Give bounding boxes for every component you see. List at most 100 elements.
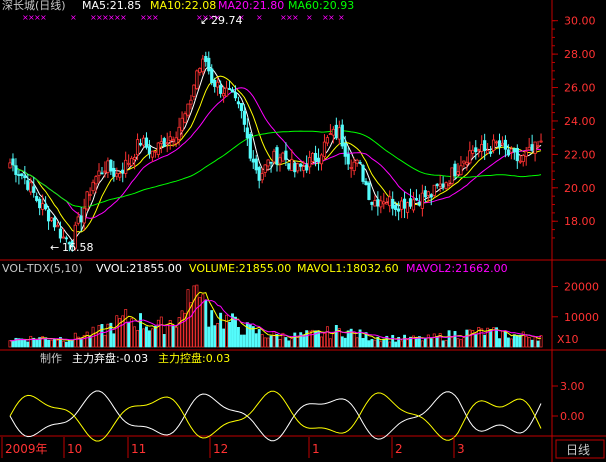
indicator-name: 制作 [40,352,62,365]
volume-bar [136,329,140,348]
candle-body [103,170,107,173]
volume-bar [474,334,478,348]
candle-body [450,167,454,184]
candle-body [296,163,300,172]
candle-body [251,158,255,163]
candle-body [284,150,288,160]
volume-bar [459,339,463,348]
volume-bar [61,340,65,348]
top-cross-markers: × × × × × × × × × × × × × × × × × × × × × × × × × × × [22,13,345,22]
candle-body [207,57,211,72]
volume-bar [115,315,119,348]
price-tick-label: 24.00 [564,115,596,128]
control-line [9,390,542,442]
volume-bar [308,330,312,348]
mavol2-line [10,299,542,342]
volume-bar [334,325,338,348]
volume-bar [536,340,540,348]
volume-bar [210,310,214,348]
volume-bar [456,338,460,348]
candle-body [177,126,181,140]
price-axis: 18.00 20.00 22.00 24.00 26.00 28.00 30.00 [552,15,596,239]
candle-body [414,198,419,201]
ma10-label: MA10:22.08 [150,0,216,12]
candle-body [8,162,12,169]
volume-bar [269,335,273,348]
candle-body [420,192,424,209]
volume-tick-label: 10000 [564,311,599,324]
candle-body [465,161,469,165]
volume-bar [521,331,525,348]
cross-marker: × [96,13,103,22]
cross-marker: × [306,13,313,22]
ma60-label: MA60:20.93 [288,0,354,12]
volume-label: VOLUME:21855.00 [189,262,291,275]
candle-body [500,142,505,146]
candle-body [201,58,205,73]
candle-body [364,181,368,185]
candle-body [186,103,190,116]
volume-bar [394,341,398,348]
price-tick-label: 20.00 [564,182,596,195]
volume-bar [364,332,368,348]
candle-body [444,182,448,189]
volume-bar [159,316,163,348]
period-button[interactable]: 日线 [566,443,590,457]
candle-body [370,201,374,205]
cross-marker: × [90,13,97,22]
volume-bar [287,340,291,348]
volume-indicator-name: VOL-TDX(5,10) [2,262,83,275]
candle-body [82,207,86,224]
volume-bar [281,332,285,348]
volume-bar [323,332,326,348]
candle-body [213,79,217,87]
volume-bar [67,340,71,348]
abandon-line [9,390,542,442]
candle-body [506,149,511,156]
volume-bar [130,318,134,348]
time-label: 12 [213,442,228,456]
candle-body [388,196,392,207]
candle-body [64,237,68,240]
candle-body [497,140,502,148]
volume-bar [367,340,371,348]
cross-marker: × [120,13,127,22]
volume-bar [417,336,421,348]
candle-body [248,133,252,159]
volume-bar [109,322,113,348]
volume-bar [201,294,205,348]
candle-body [340,124,344,147]
volume-axis: 10000 20000 [552,281,599,324]
volume-bar [97,325,101,348]
candle-body [144,137,149,148]
volume-bar [539,335,543,348]
volume-bar [388,341,392,348]
candle-body [308,157,312,168]
volume-bar [278,338,282,348]
period-button-box[interactable] [555,439,605,459]
volume-bar [518,334,522,348]
high-annotation: 29.74 [211,14,243,27]
volume-bar [305,330,309,348]
volume-bar [293,332,297,348]
mavol2-label: MAVOL2:21662.00 [406,262,508,275]
candle-body [124,159,128,174]
cross-marker: × [280,13,287,22]
volume-bar [14,337,18,348]
candle-body [58,228,63,239]
candle-body [483,140,487,152]
volume-bar [142,328,145,348]
candle-body [239,103,243,111]
volume-bar [231,313,234,348]
candle-body [61,236,66,239]
volume-bar [325,326,329,348]
mavol1-label: MAVOL1:18032.60 [297,262,399,275]
candle-body [147,146,152,155]
volume-bar [284,337,288,348]
volume-bar [435,336,439,348]
volume-bar [192,285,196,348]
candle-body [355,159,359,164]
volume-bar [183,312,187,348]
candle-body [275,147,279,165]
volume-bar [275,334,279,348]
